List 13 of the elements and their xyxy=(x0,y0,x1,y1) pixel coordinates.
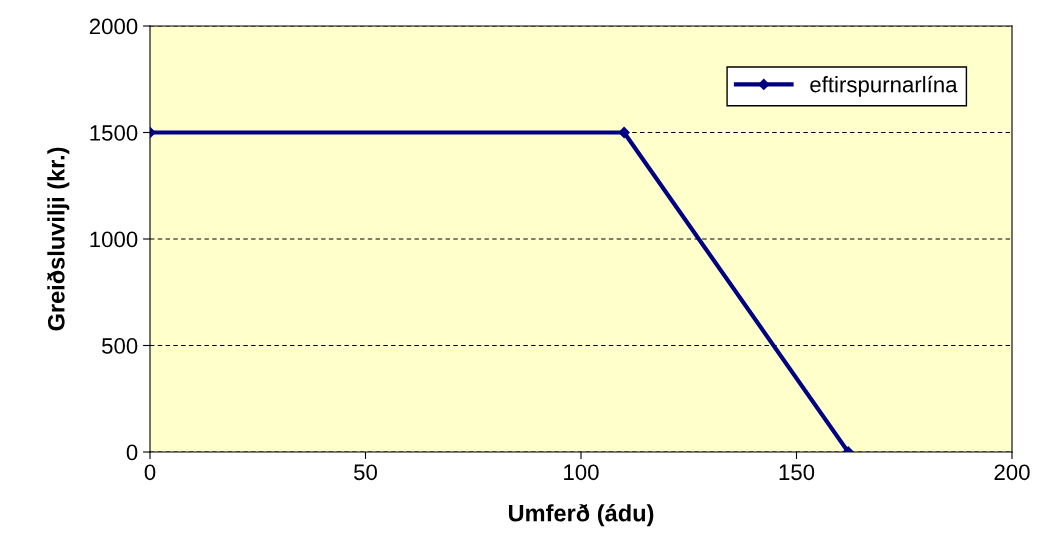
y-tick-label: 1500 xyxy=(90,125,138,141)
x-tick-label: 0 xyxy=(144,464,156,481)
y-tick-label: 0 xyxy=(126,444,138,461)
x-tick-label: 150 xyxy=(779,464,815,481)
y-tick-label: 1000 xyxy=(90,231,138,248)
y-axis-title: Greiðsluvilji (kr.) xyxy=(47,147,70,331)
y-tick-label: 500 xyxy=(102,338,138,354)
x-axis-title: Umferð (ádu) xyxy=(508,503,654,527)
x-tick-label: 50 xyxy=(354,464,377,481)
x-tick-label: 200 xyxy=(994,464,1030,481)
x-tick-label: 100 xyxy=(564,464,599,481)
legend-label: eftirspurnarlína xyxy=(810,75,958,97)
y-tick-label: 2000 xyxy=(89,18,138,35)
